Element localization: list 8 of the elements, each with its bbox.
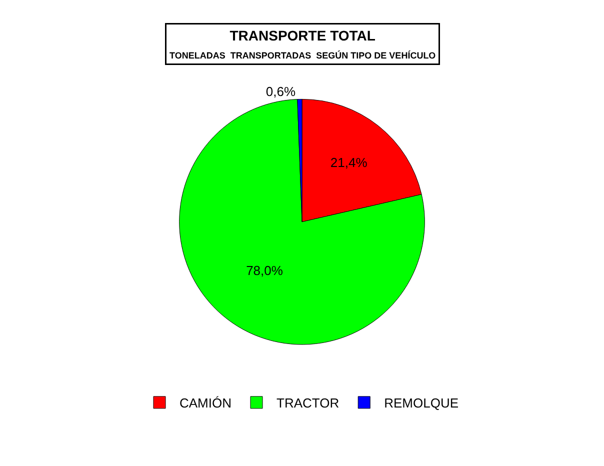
data-label: 21,4%: [330, 155, 368, 170]
data-label: 0,6%: [266, 84, 296, 100]
legend-label: REMOLQUE: [384, 396, 459, 410]
legend-label: TRACTOR: [276, 396, 340, 410]
chart-title: TRANSPORTE TOTAL: [230, 28, 376, 44]
legend-label: CAMIÓN: [180, 396, 232, 410]
chart-subtitle: TONELADAS TRANSPORTADAS SEGÚN TIPO DE VEHÍCULO: [170, 50, 436, 61]
data-label: 78,0%: [246, 263, 284, 278]
